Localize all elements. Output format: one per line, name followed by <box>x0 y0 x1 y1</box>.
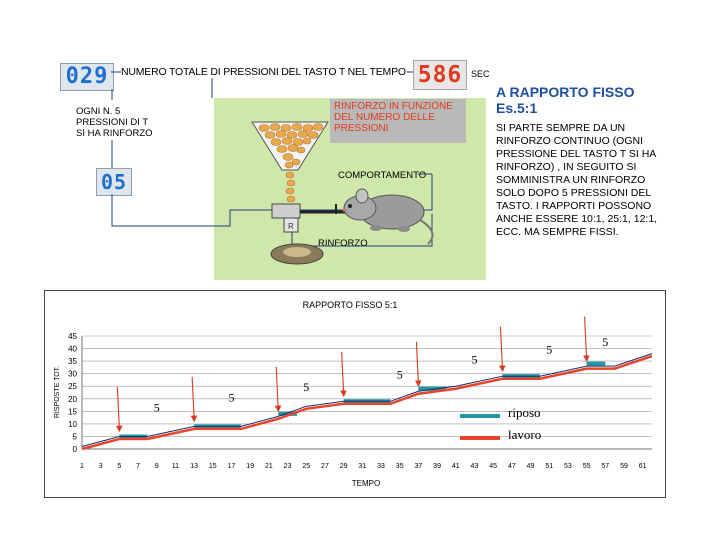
x-tick-label: 53 <box>564 463 572 470</box>
y-tick-label: 5 <box>73 432 78 441</box>
responses-per-reinforcement-label: 5 <box>397 368 403 382</box>
y-tick-label: 10 <box>68 420 77 429</box>
chart-frame <box>44 290 666 498</box>
total-presses-display: 029 <box>60 63 114 91</box>
x-tick-label: 51 <box>545 463 553 470</box>
rat-icon <box>342 188 434 245</box>
x-tick-label: 49 <box>527 463 535 470</box>
x-tick-label: 47 <box>508 463 516 470</box>
method-title: A RAPPORTO FISSO Es.5:1 <box>496 84 634 116</box>
x-tick-label: 35 <box>396 463 404 470</box>
responses-per-reinforcement-label: 5 <box>229 390 235 404</box>
reinforcement-note: RINFORZO IN FUNZIONE DEL NUMERO DELLE PR… <box>330 99 466 143</box>
x-tick-label: 1 <box>80 463 84 470</box>
x-tick-label: 17 <box>228 463 236 470</box>
x-tick-label: 59 <box>620 463 628 470</box>
reinforcement-arrow <box>274 366 282 413</box>
method-title-line1: A RAPPORTO FISSO <box>496 84 635 100</box>
responses-per-reinforcement-label: 5 <box>471 353 477 367</box>
y-tick-label: 15 <box>68 407 77 416</box>
y-tick-label: 40 <box>68 345 77 354</box>
x-tick-label: 29 <box>340 463 348 470</box>
x-tick-label: 3 <box>99 463 103 470</box>
y-tick-label: 30 <box>68 370 77 379</box>
x-tick-label: 11 <box>172 463 179 470</box>
responses-per-reinforcement-label: 5 <box>154 400 160 414</box>
x-tick-label: 13 <box>190 463 198 470</box>
reinforcement-arrow <box>340 351 347 398</box>
chart-y-axis-label: RISPOSTE TOT. <box>54 366 61 418</box>
x-tick-label: 27 <box>321 463 329 470</box>
x-tick-label: 31 <box>358 463 366 470</box>
x-tick-label: 43 <box>471 463 479 470</box>
reinforcement-arrow <box>190 376 198 423</box>
x-tick-label: 7 <box>136 463 140 470</box>
chart-title: RAPPORTO FISSO 5:1 <box>303 300 398 310</box>
responses-per-reinforcement-label: 5 <box>303 380 309 394</box>
legend-label-riposo: riposo <box>508 405 541 420</box>
key-label: R <box>288 222 294 231</box>
x-tick-label: 33 <box>377 463 385 470</box>
y-tick-label: 0 <box>73 445 78 454</box>
method-description: SI PARTE SEMPRE DA UN RINFORZO CONTINUO … <box>496 122 658 238</box>
y-tick-label: 45 <box>68 332 77 341</box>
reinforcement-arrow <box>583 316 590 362</box>
x-tick-label: 61 <box>639 463 647 470</box>
reinforcement-label: RINFORZO <box>318 238 368 249</box>
x-tick-label: 5 <box>117 463 121 470</box>
y-tick-label: 20 <box>68 395 77 404</box>
x-tick-label: 21 <box>265 463 273 470</box>
method-title-line2: Es.5:1 <box>496 100 538 116</box>
x-tick-label: 15 <box>209 463 217 470</box>
x-tick-label: 25 <box>302 463 310 470</box>
y-tick-label: 35 <box>68 357 77 366</box>
responses-per-reinforcement-label: 5 <box>602 335 608 349</box>
total-presses-label: NUMERO TOTALE DI PRESSIONI DEL TASTO T N… <box>121 66 406 78</box>
reinforcement-arrow <box>414 341 422 388</box>
y-tick-label: 25 <box>68 382 77 391</box>
x-tick-label: 57 <box>601 463 609 470</box>
time-display: 586 <box>413 60 467 90</box>
reinforcement-arrow <box>499 326 506 372</box>
legend-label-lavoro: lavoro <box>508 427 541 442</box>
x-tick-label: 37 <box>414 463 422 470</box>
responses-per-reinforcement-label: 5 <box>546 343 552 357</box>
ratio-display: 05 <box>96 168 132 196</box>
x-tick-label: 45 <box>489 463 497 470</box>
ratio-label: OGNI N. 5 PRESSIONI DI T SI HA RINFORZO <box>76 106 153 139</box>
lavoro-line <box>81 354 653 451</box>
x-tick-label: 9 <box>155 463 159 470</box>
chart-x-axis-label: TEMPO <box>352 479 380 488</box>
x-tick-label: 41 <box>452 463 460 470</box>
x-tick-label: 23 <box>284 463 292 470</box>
x-tick-label: 55 <box>583 463 591 470</box>
time-unit: SEC <box>471 69 490 79</box>
behaviour-label: COMPORTAMENTO <box>338 170 427 181</box>
x-tick-label: 19 <box>246 463 254 470</box>
reinforcement-arrow <box>115 386 123 433</box>
cumulative-line <box>81 353 653 447</box>
x-tick-label: 39 <box>433 463 441 470</box>
